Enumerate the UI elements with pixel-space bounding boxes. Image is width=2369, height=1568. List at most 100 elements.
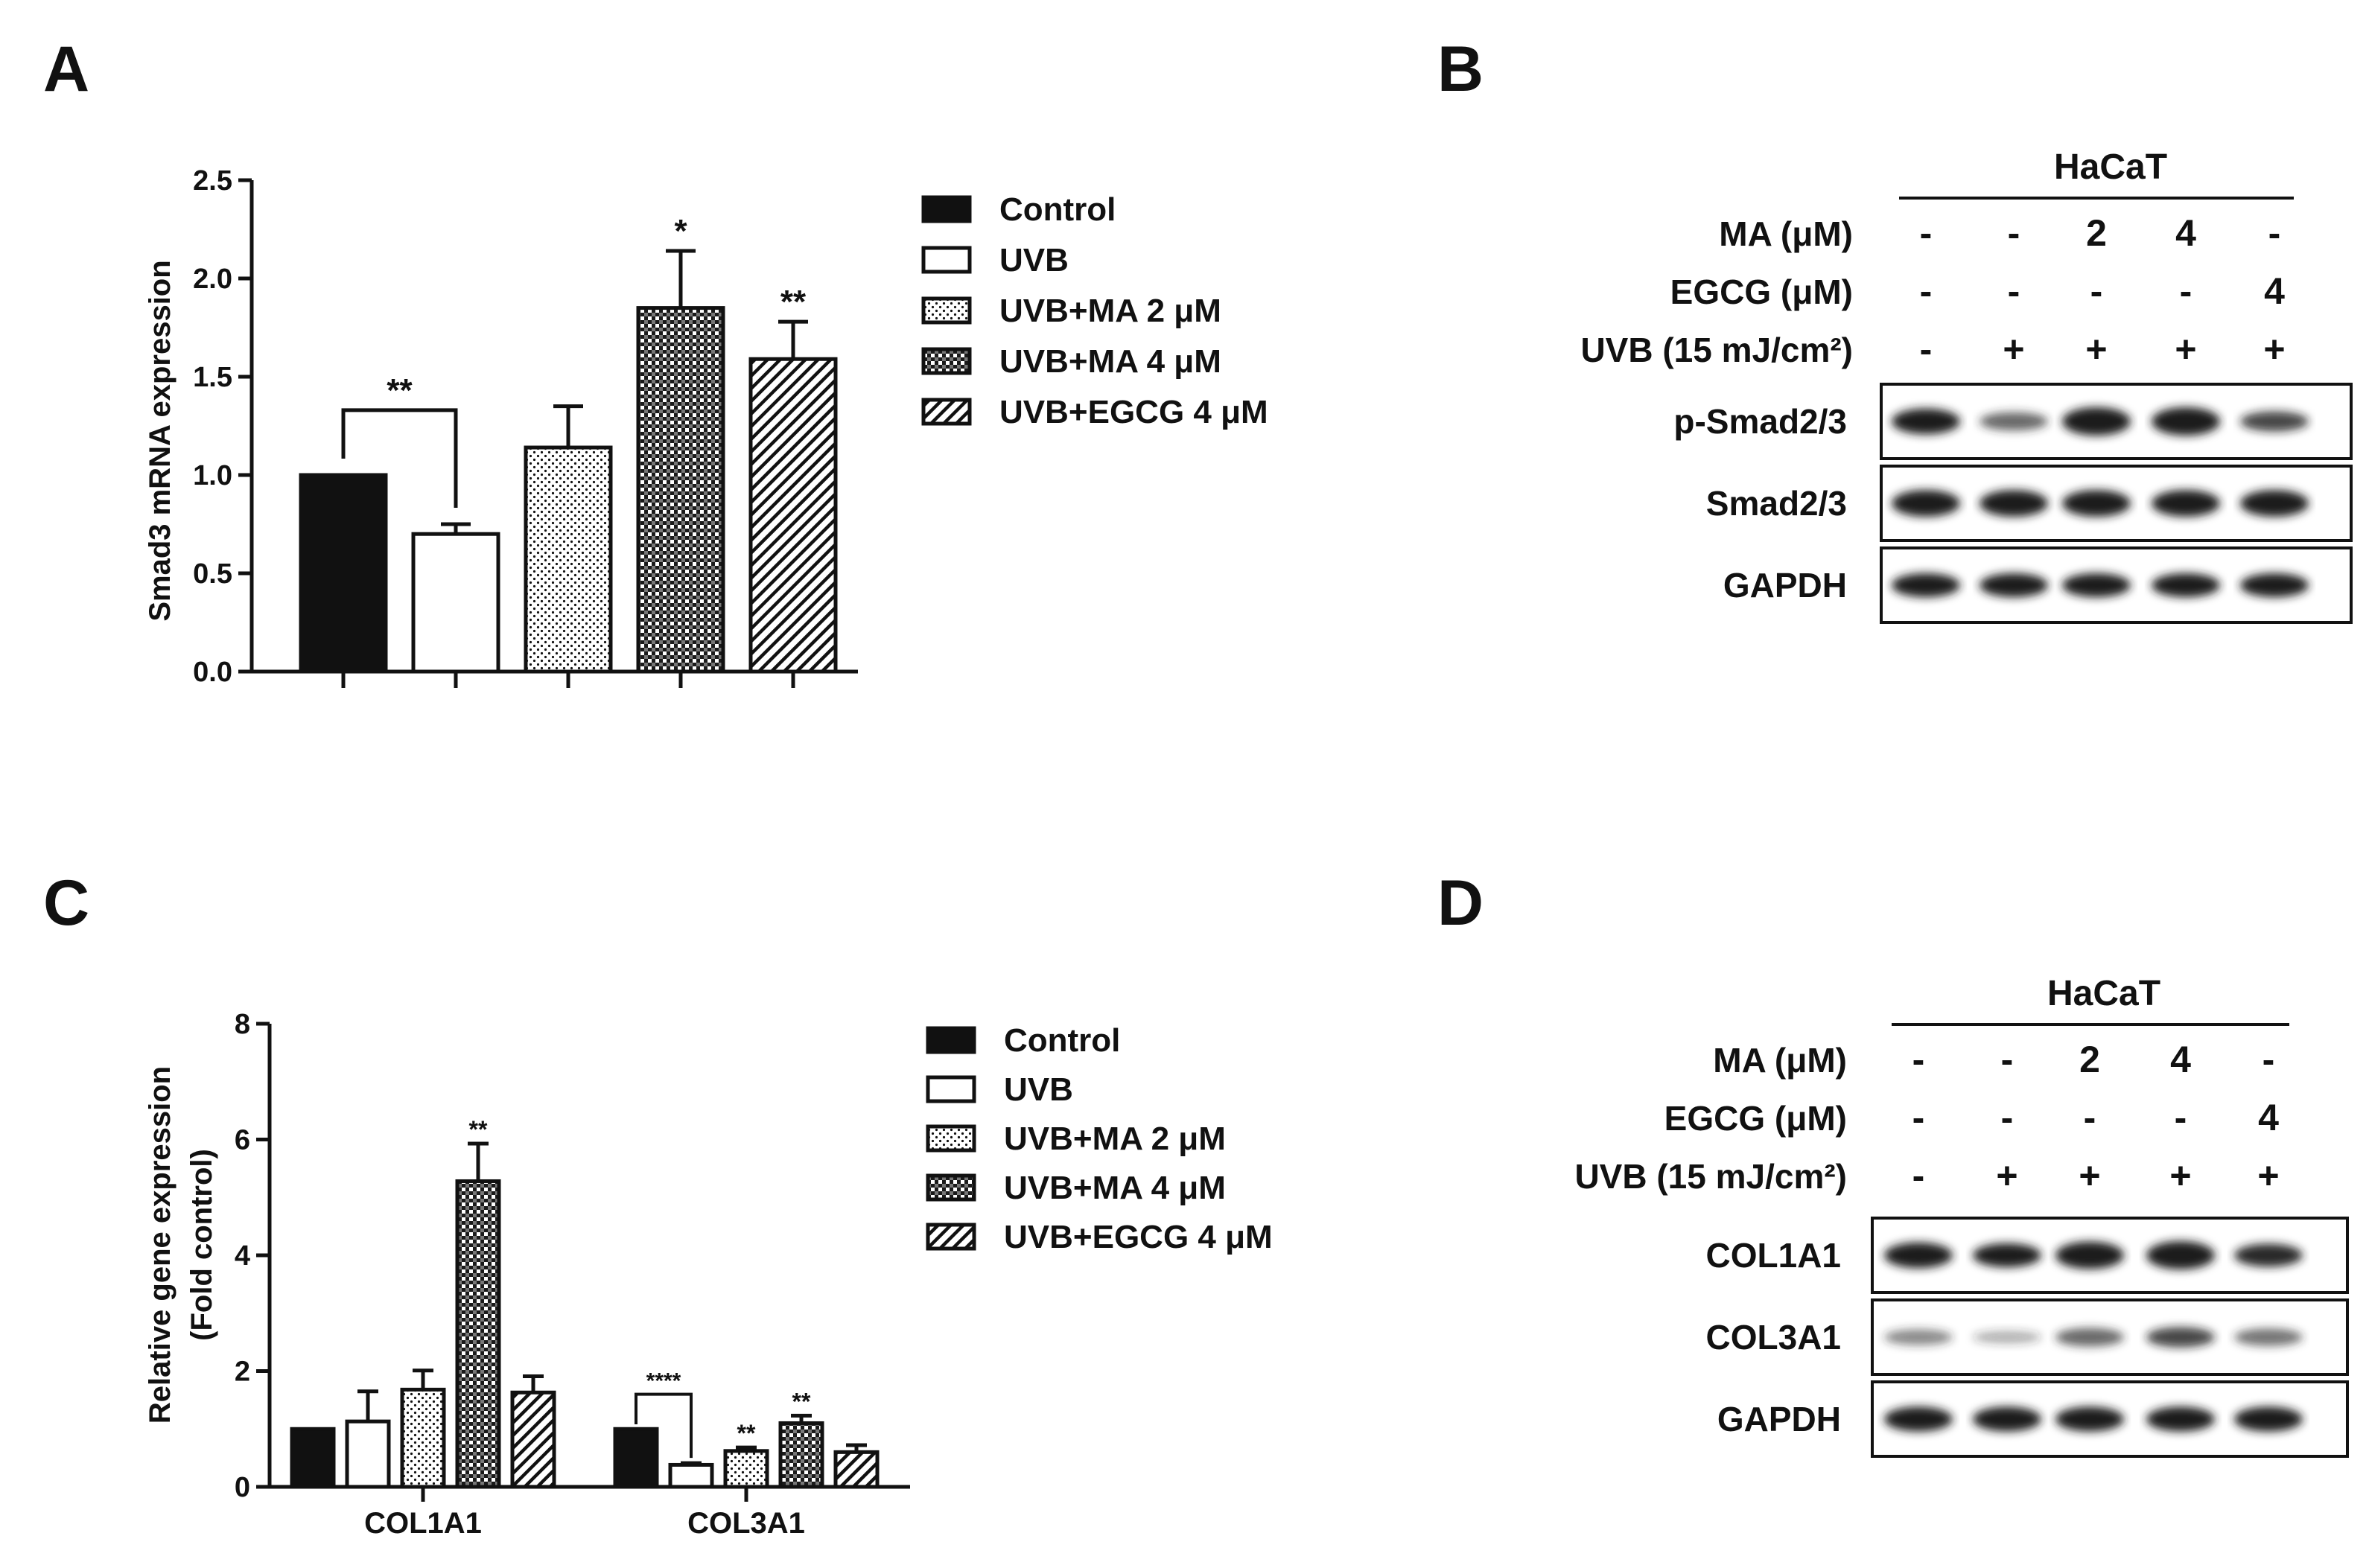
legend-swatch — [926, 1173, 976, 1202]
blot-band — [2234, 1243, 2303, 1267]
blot-band — [1980, 490, 2048, 517]
chart-c-x-tick-label: COL3A1 — [687, 1507, 805, 1540]
blot-condition-value: + — [2257, 1155, 2279, 1196]
chart-c-significance-label: ** — [469, 1116, 488, 1143]
blot-band — [2055, 1406, 2124, 1432]
blot-condition-value: + — [1996, 1155, 2017, 1196]
blot-condition-value: + — [2079, 1155, 2100, 1196]
legend-swatch — [921, 347, 972, 375]
blot-condition-value: - — [1912, 1039, 1925, 1080]
legend-label: Control — [1004, 1022, 1120, 1059]
blot-cell-line-label: HaCaT — [2047, 974, 2160, 1013]
blot-band — [2062, 573, 2131, 597]
chart-c-y-tick-label: 0 — [235, 1472, 250, 1503]
blot-band — [2146, 1406, 2215, 1432]
blot-condition-value: - — [2263, 1039, 2275, 1080]
blot-protein-label: p-Smad2/3 — [1673, 402, 1847, 441]
chart-c-y-axis-label: Relative gene expression — [144, 1066, 177, 1424]
blot-condition-value: 4 — [2170, 1039, 2191, 1080]
blot-band — [1884, 1406, 1953, 1432]
blot-condition-value: - — [2001, 1039, 2014, 1080]
chart-c-y-tick-label: 8 — [235, 1009, 250, 1040]
chart-c-comparison-label: **** — [646, 1369, 681, 1394]
legend-swatch — [926, 1124, 976, 1153]
chart-a-bar — [299, 473, 388, 674]
blot-condition-label: UVB (15 mJ/cm²) — [1580, 331, 1853, 369]
blot-band — [2234, 1406, 2303, 1432]
western-blot-d: HaCaT MA (μM) - - 2 4 - EGCG (μM) - - - - 4 UVB (15 m… — [1574, 974, 2349, 1458]
blot-condition-value: 4 — [2264, 270, 2285, 312]
blot-band — [2062, 407, 2131, 436]
chart-a-comparison-label: ** — [387, 372, 413, 409]
blot-band — [2234, 1328, 2303, 1346]
legend-swatch — [926, 1223, 976, 1251]
chart-c-bars: ********** — [290, 1116, 880, 1489]
blot-band — [1973, 1330, 2041, 1344]
blot-band — [1884, 1329, 1953, 1345]
chart-a-bars: ***** — [299, 213, 838, 674]
legend-label: UVB+MA 2 μM — [1004, 1121, 1226, 1157]
legend-label: UVB+MA 4 μM — [1004, 1170, 1226, 1206]
blot-condition-label: EGCG (μM) — [1664, 1099, 1847, 1138]
blot-band — [1884, 1242, 1953, 1269]
chart-c-bar — [400, 1387, 446, 1489]
legend-c: Control UVB UVB+MA 2 μM UVB+MA 4 μM UVB+EGCG… — [926, 1022, 1273, 1255]
blot-cell-line-label: HaCaT — [2054, 147, 2167, 187]
blot-condition-value: + — [2175, 328, 2196, 370]
blot-protein-label: COL3A1 — [1706, 1318, 1841, 1357]
chart-a-y-tick-label: 2.0 — [193, 264, 232, 295]
blot-condition-value: - — [1920, 328, 1933, 370]
legend-swatch — [926, 1026, 976, 1054]
blot-band — [2240, 490, 2309, 517]
chart-a-bar — [524, 445, 613, 674]
chart-a-significance-label: * — [674, 213, 687, 249]
chart-a-y-tick-label: 1.5 — [193, 362, 232, 393]
chart-c-bar — [290, 1427, 336, 1489]
legend-swatch — [921, 398, 972, 426]
blot-band — [1973, 1243, 2041, 1267]
chart-c-bar — [510, 1390, 556, 1489]
blot-band — [2240, 573, 2309, 597]
legend-swatch — [926, 1075, 976, 1103]
blot-band — [2152, 573, 2220, 597]
chart-c-x-tick-label: COL1A1 — [364, 1507, 482, 1540]
chart-a-bar — [748, 357, 838, 674]
blot-condition-value: + — [2263, 328, 2285, 370]
chart-a-bar — [636, 306, 725, 674]
panel-letter-a: A — [43, 34, 89, 105]
blot-band — [2055, 1241, 2124, 1269]
chart-c-bar — [668, 1462, 714, 1489]
blot-band — [2146, 1327, 2215, 1348]
blot-band — [1892, 490, 1960, 517]
blot-condition-value: - — [2008, 270, 2020, 312]
panel-letter-d: D — [1437, 867, 1484, 939]
blot-band — [2152, 490, 2220, 517]
blot-condition-value: - — [2268, 212, 2281, 254]
blot-condition-value: - — [2001, 1097, 2014, 1138]
chart-a-significance-label: ** — [780, 284, 807, 320]
legend-a: Control UVB UVB+MA 2 μM UVB+MA 4 μM UVB+EGCG… — [921, 191, 1268, 430]
chart-c-bar — [778, 1421, 824, 1489]
chart-c-y-tick-label: 2 — [235, 1357, 250, 1388]
chart-c-bar — [345, 1419, 391, 1489]
blot-condition-value: - — [2008, 212, 2020, 254]
chart-c-bar — [613, 1427, 659, 1489]
blot-condition-value: - — [2175, 1097, 2187, 1138]
chart-a-bar — [411, 532, 500, 674]
blot-condition-label: UVB (15 mJ/cm²) — [1574, 1157, 1847, 1196]
legend-label: Control — [999, 191, 1116, 228]
blot-band — [2146, 1241, 2215, 1269]
blot-condition-value: - — [1912, 1155, 1925, 1196]
legend-label: UVB — [1004, 1071, 1073, 1108]
blot-protein-label: GAPDH — [1723, 566, 1847, 605]
blot-band — [2062, 490, 2131, 517]
chart-c-y-tick-label: 6 — [235, 1125, 250, 1156]
blot-condition-value: - — [2090, 270, 2103, 312]
chart-a-y-tick-label: 0.0 — [193, 657, 232, 688]
chart-c-bar — [455, 1179, 501, 1489]
blot-condition-label: MA (μM) — [1713, 1041, 1847, 1080]
blot-band — [1973, 1406, 2041, 1432]
blot-condition-value: - — [1912, 1097, 1925, 1138]
